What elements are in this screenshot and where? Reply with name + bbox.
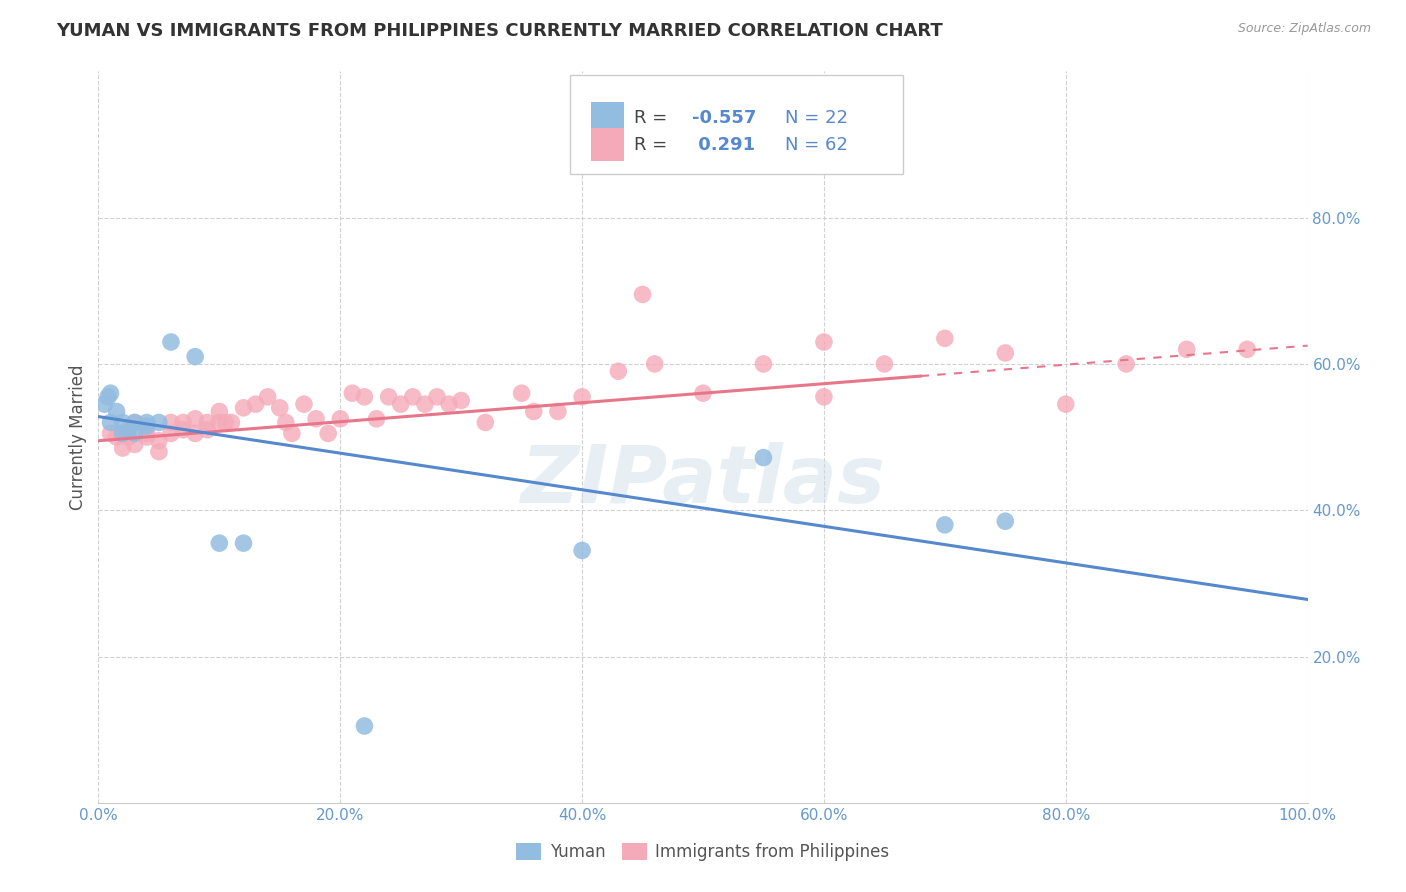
Point — [631, 287, 654, 301]
Point — [692, 386, 714, 401]
Point — [97, 390, 120, 404]
Point — [195, 423, 218, 437]
Point — [389, 397, 412, 411]
Point — [124, 426, 146, 441]
Point — [292, 397, 315, 411]
Point — [571, 543, 593, 558]
Point — [100, 416, 122, 430]
Point — [111, 441, 134, 455]
Text: 0.291: 0.291 — [692, 136, 755, 153]
Point — [135, 426, 157, 441]
Point — [184, 412, 207, 426]
Text: R =: R = — [634, 136, 673, 153]
Point — [124, 416, 146, 430]
Point — [426, 390, 449, 404]
Point — [105, 404, 128, 418]
Point — [232, 536, 254, 550]
Point — [353, 719, 375, 733]
Text: N = 62: N = 62 — [785, 136, 848, 153]
Point — [135, 416, 157, 430]
Y-axis label: Currently Married: Currently Married — [69, 364, 87, 510]
Point — [214, 416, 236, 430]
Point — [450, 393, 472, 408]
Point — [644, 357, 666, 371]
Point — [232, 401, 254, 415]
Text: R =: R = — [634, 109, 673, 127]
Point — [100, 426, 122, 441]
Point — [124, 416, 146, 430]
Point — [118, 430, 141, 444]
Point — [813, 334, 835, 349]
Point — [316, 426, 339, 441]
Point — [934, 517, 956, 532]
Point — [269, 401, 291, 415]
Point — [1236, 343, 1258, 357]
Point — [1175, 343, 1198, 357]
Point — [752, 450, 775, 465]
Point — [813, 390, 835, 404]
Point — [208, 404, 231, 418]
Point — [510, 386, 533, 401]
Point — [353, 390, 375, 404]
Point — [221, 416, 243, 430]
FancyBboxPatch shape — [591, 128, 624, 161]
Point — [752, 357, 775, 371]
Text: Source: ZipAtlas.com: Source: ZipAtlas.com — [1237, 22, 1371, 36]
Point — [135, 430, 157, 444]
Point — [571, 390, 593, 404]
Point — [135, 419, 157, 434]
Point — [124, 437, 146, 451]
Point — [607, 364, 630, 378]
Point — [413, 397, 436, 411]
Point — [184, 350, 207, 364]
Point — [172, 416, 194, 430]
Point — [1115, 357, 1137, 371]
Point — [93, 397, 115, 411]
Text: N = 22: N = 22 — [785, 109, 848, 127]
Point — [377, 390, 399, 404]
Point — [100, 386, 122, 401]
Point — [148, 444, 170, 458]
Point — [934, 331, 956, 345]
Text: YUMAN VS IMMIGRANTS FROM PHILIPPINES CURRENTLY MARRIED CORRELATION CHART: YUMAN VS IMMIGRANTS FROM PHILIPPINES CUR… — [56, 22, 943, 40]
Point — [118, 423, 141, 437]
Point — [160, 416, 183, 430]
FancyBboxPatch shape — [591, 102, 624, 135]
Point — [195, 416, 218, 430]
Legend: Yuman, Immigrants from Philippines: Yuman, Immigrants from Philippines — [510, 836, 896, 868]
Point — [994, 346, 1017, 360]
Point — [111, 416, 134, 430]
Point — [256, 390, 278, 404]
Point — [281, 426, 304, 441]
Point — [1054, 397, 1077, 411]
Point — [523, 404, 546, 418]
Text: ZIPatlas: ZIPatlas — [520, 442, 886, 520]
Point — [105, 430, 128, 444]
Point — [160, 334, 183, 349]
Point — [474, 416, 496, 430]
Point — [208, 416, 231, 430]
Point — [329, 412, 352, 426]
Point — [148, 416, 170, 430]
Point — [873, 357, 896, 371]
Point — [111, 426, 134, 441]
Text: -0.557: -0.557 — [692, 109, 756, 127]
Point — [437, 397, 460, 411]
Point — [208, 536, 231, 550]
Point — [342, 386, 364, 401]
Point — [148, 434, 170, 448]
FancyBboxPatch shape — [569, 75, 903, 174]
Point — [245, 397, 267, 411]
Point — [547, 404, 569, 418]
Point — [366, 412, 388, 426]
Point — [160, 426, 183, 441]
Point — [402, 390, 425, 404]
Point — [111, 426, 134, 441]
Point — [274, 416, 297, 430]
Point — [994, 514, 1017, 528]
Point — [305, 412, 328, 426]
Point — [172, 423, 194, 437]
Point — [184, 426, 207, 441]
